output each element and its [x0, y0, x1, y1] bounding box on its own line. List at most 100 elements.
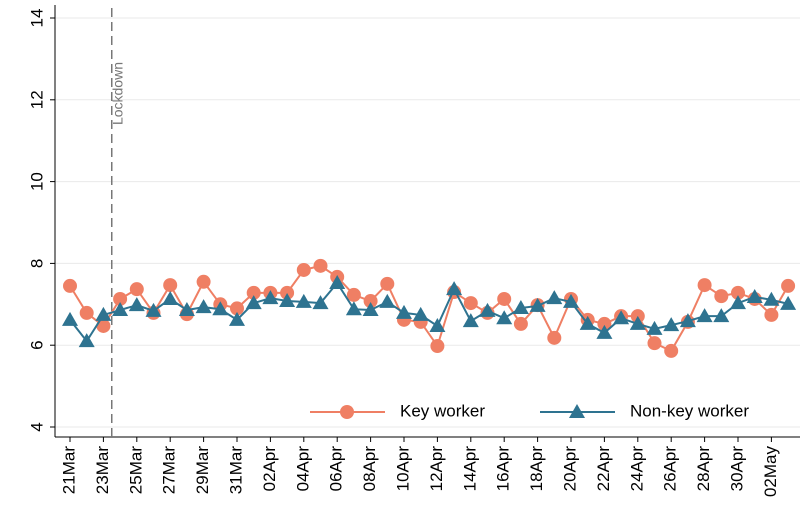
x-tick-label: 22Apr: [594, 446, 613, 492]
point: [345, 301, 362, 316]
legend-marker: [340, 405, 354, 419]
point: [313, 258, 328, 273]
x-tick-label: 04Apr: [293, 446, 312, 492]
point: [596, 324, 613, 339]
point: [245, 295, 262, 310]
point: [346, 287, 361, 302]
point: [714, 289, 729, 304]
point: [613, 310, 630, 325]
x-tick-label: 16Apr: [494, 446, 513, 492]
point: [713, 308, 730, 323]
point: [512, 299, 529, 314]
point: [195, 299, 212, 314]
x-tick-label: 02Apr: [260, 446, 279, 492]
reference-label: Lockdown: [109, 62, 125, 125]
point: [697, 278, 712, 293]
x-tick-label: 30Apr: [727, 446, 746, 492]
legend-marker: [569, 404, 585, 418]
point: [230, 301, 244, 316]
point: [664, 343, 679, 358]
point: [647, 336, 662, 351]
point: [178, 302, 195, 317]
point: [262, 290, 279, 305]
series-line: [69, 264, 789, 353]
x-tick-label: 21Mar: [59, 446, 78, 495]
point: [379, 293, 396, 308]
point: [563, 293, 579, 308]
point: [363, 294, 378, 309]
y-tick-label: 12: [27, 90, 46, 109]
y-tick-label: 10: [27, 172, 46, 191]
y-tick-label: 8: [27, 259, 46, 268]
x-tick-label: 27Mar: [160, 446, 179, 495]
x-tick-label: 02May: [761, 446, 780, 498]
x-tick-label: 25Mar: [126, 446, 145, 495]
point: [95, 306, 112, 321]
point: [412, 306, 429, 321]
y-tick-label: 4: [27, 422, 46, 431]
point: [430, 339, 445, 354]
point: [497, 291, 512, 306]
point: [128, 297, 145, 312]
point: [746, 288, 763, 303]
x-tick-label: 20Apr: [560, 446, 579, 492]
point: [730, 295, 746, 310]
point: [145, 302, 162, 317]
point: [513, 316, 528, 331]
y-tick-label: 6: [27, 340, 46, 349]
point: [279, 293, 296, 308]
point: [246, 285, 261, 300]
point: [496, 310, 513, 325]
point: [112, 302, 129, 317]
point: [79, 305, 94, 320]
point: [229, 311, 245, 326]
point: [781, 278, 796, 293]
point: [78, 333, 95, 348]
x-tick-label: 28Apr: [694, 446, 713, 492]
point: [763, 291, 780, 306]
x-tick-label: 12Apr: [427, 446, 446, 492]
point: [764, 307, 779, 322]
point: [429, 317, 446, 332]
point: [462, 313, 479, 328]
x-tick-label: 18Apr: [527, 446, 546, 492]
x-tick-label: 06Apr: [327, 446, 346, 492]
point: [547, 330, 562, 345]
point: [529, 297, 546, 312]
point: [546, 290, 563, 305]
point: [479, 302, 496, 317]
legend-label: Key worker: [400, 401, 485, 420]
x-tick-label: 29Mar: [193, 446, 212, 495]
x-tick-label: 31Mar: [226, 446, 245, 495]
point: [446, 281, 463, 296]
x-tick-label: 26Apr: [661, 446, 680, 492]
x-tick-label: 08Apr: [360, 446, 379, 492]
point: [129, 282, 144, 297]
point: [96, 318, 111, 333]
point: [163, 278, 178, 293]
point: [679, 313, 696, 328]
point: [113, 291, 128, 306]
point: [629, 315, 646, 330]
point: [295, 293, 312, 308]
point: [780, 295, 797, 310]
point: [646, 320, 663, 335]
x-tick-label: 14Apr: [460, 446, 479, 492]
point: [463, 296, 478, 311]
point: [312, 295, 329, 310]
legend-label: Non-key worker: [630, 401, 749, 420]
point: [329, 275, 346, 290]
point: [579, 315, 596, 330]
point: [663, 317, 680, 332]
point: [162, 290, 179, 305]
point: [63, 278, 77, 293]
y-tick-label: 14: [27, 9, 46, 28]
point: [196, 274, 211, 289]
point: [380, 276, 395, 291]
x-tick-label: 23Mar: [93, 446, 112, 495]
point: [696, 308, 713, 323]
point: [62, 311, 78, 326]
point: [280, 285, 295, 300]
point: [396, 304, 412, 319]
